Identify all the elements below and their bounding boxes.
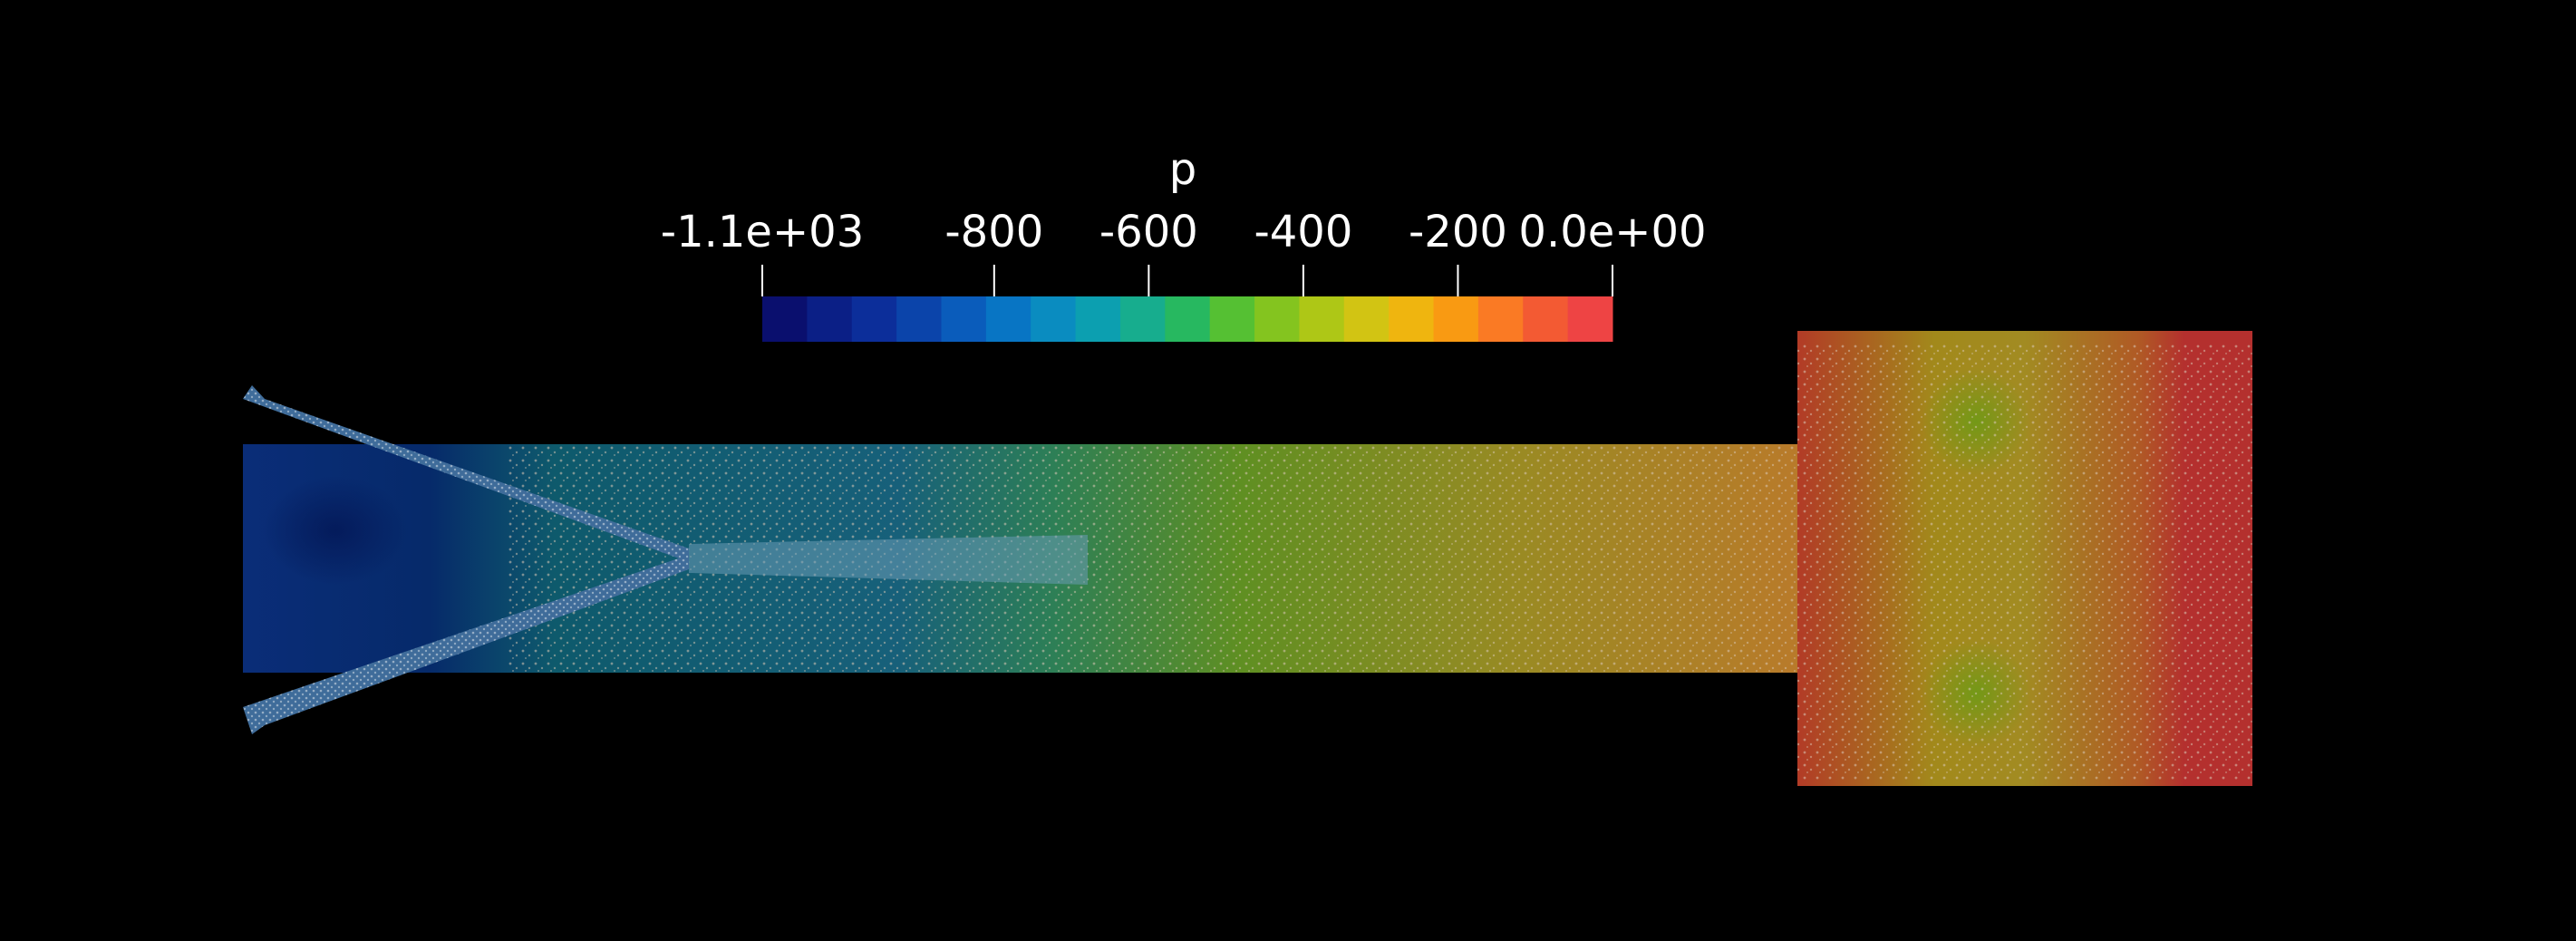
colorbar-segment [1165,296,1211,342]
inlet-jet-lower-particles [243,555,689,734]
colorbar-segment [851,296,897,342]
colorbar-segment [1567,296,1613,342]
colorbar-segment [1523,296,1569,342]
low-pressure-zone [263,476,408,585]
colorbar-segment [1031,296,1077,342]
particle-plume [689,535,1088,585]
colorbar-segment [985,296,1031,342]
inlet-jet-upper-particles [243,385,689,562]
colorbar-ticks: -800 -600 -400 -200 [761,207,1613,296]
colorbar-segment [1119,296,1166,342]
colorbar [762,296,1613,342]
colorbar-segment [1389,296,1435,342]
colorbar-segment [896,296,942,342]
colorbar-segment [1075,296,1121,342]
colorbar-tick-label: -200 [1409,207,1507,257]
colorbar-min-label: -1.1e+03 [661,207,864,257]
colorbar-segment [1343,296,1390,342]
colorbar-tick-label: -400 [1254,207,1352,257]
colorbar-segment [941,296,987,342]
colorbar-tick-label: -800 [944,207,1043,257]
outlet-particles [1797,344,2252,780]
colorbar-tick-label: -600 [1099,207,1198,257]
colorbar-segment [807,296,853,342]
colorbar-segment [1433,296,1479,342]
colorbar-segment [1209,296,1255,342]
colorbar-segment [1254,296,1300,342]
colorbar-segment [1477,296,1524,342]
colorbar-segment [762,296,808,342]
colorbar-title: p [1169,144,1196,195]
colorbar-max-label: 0.0e+00 [1518,207,1706,257]
colorbar-segment [1299,296,1345,342]
